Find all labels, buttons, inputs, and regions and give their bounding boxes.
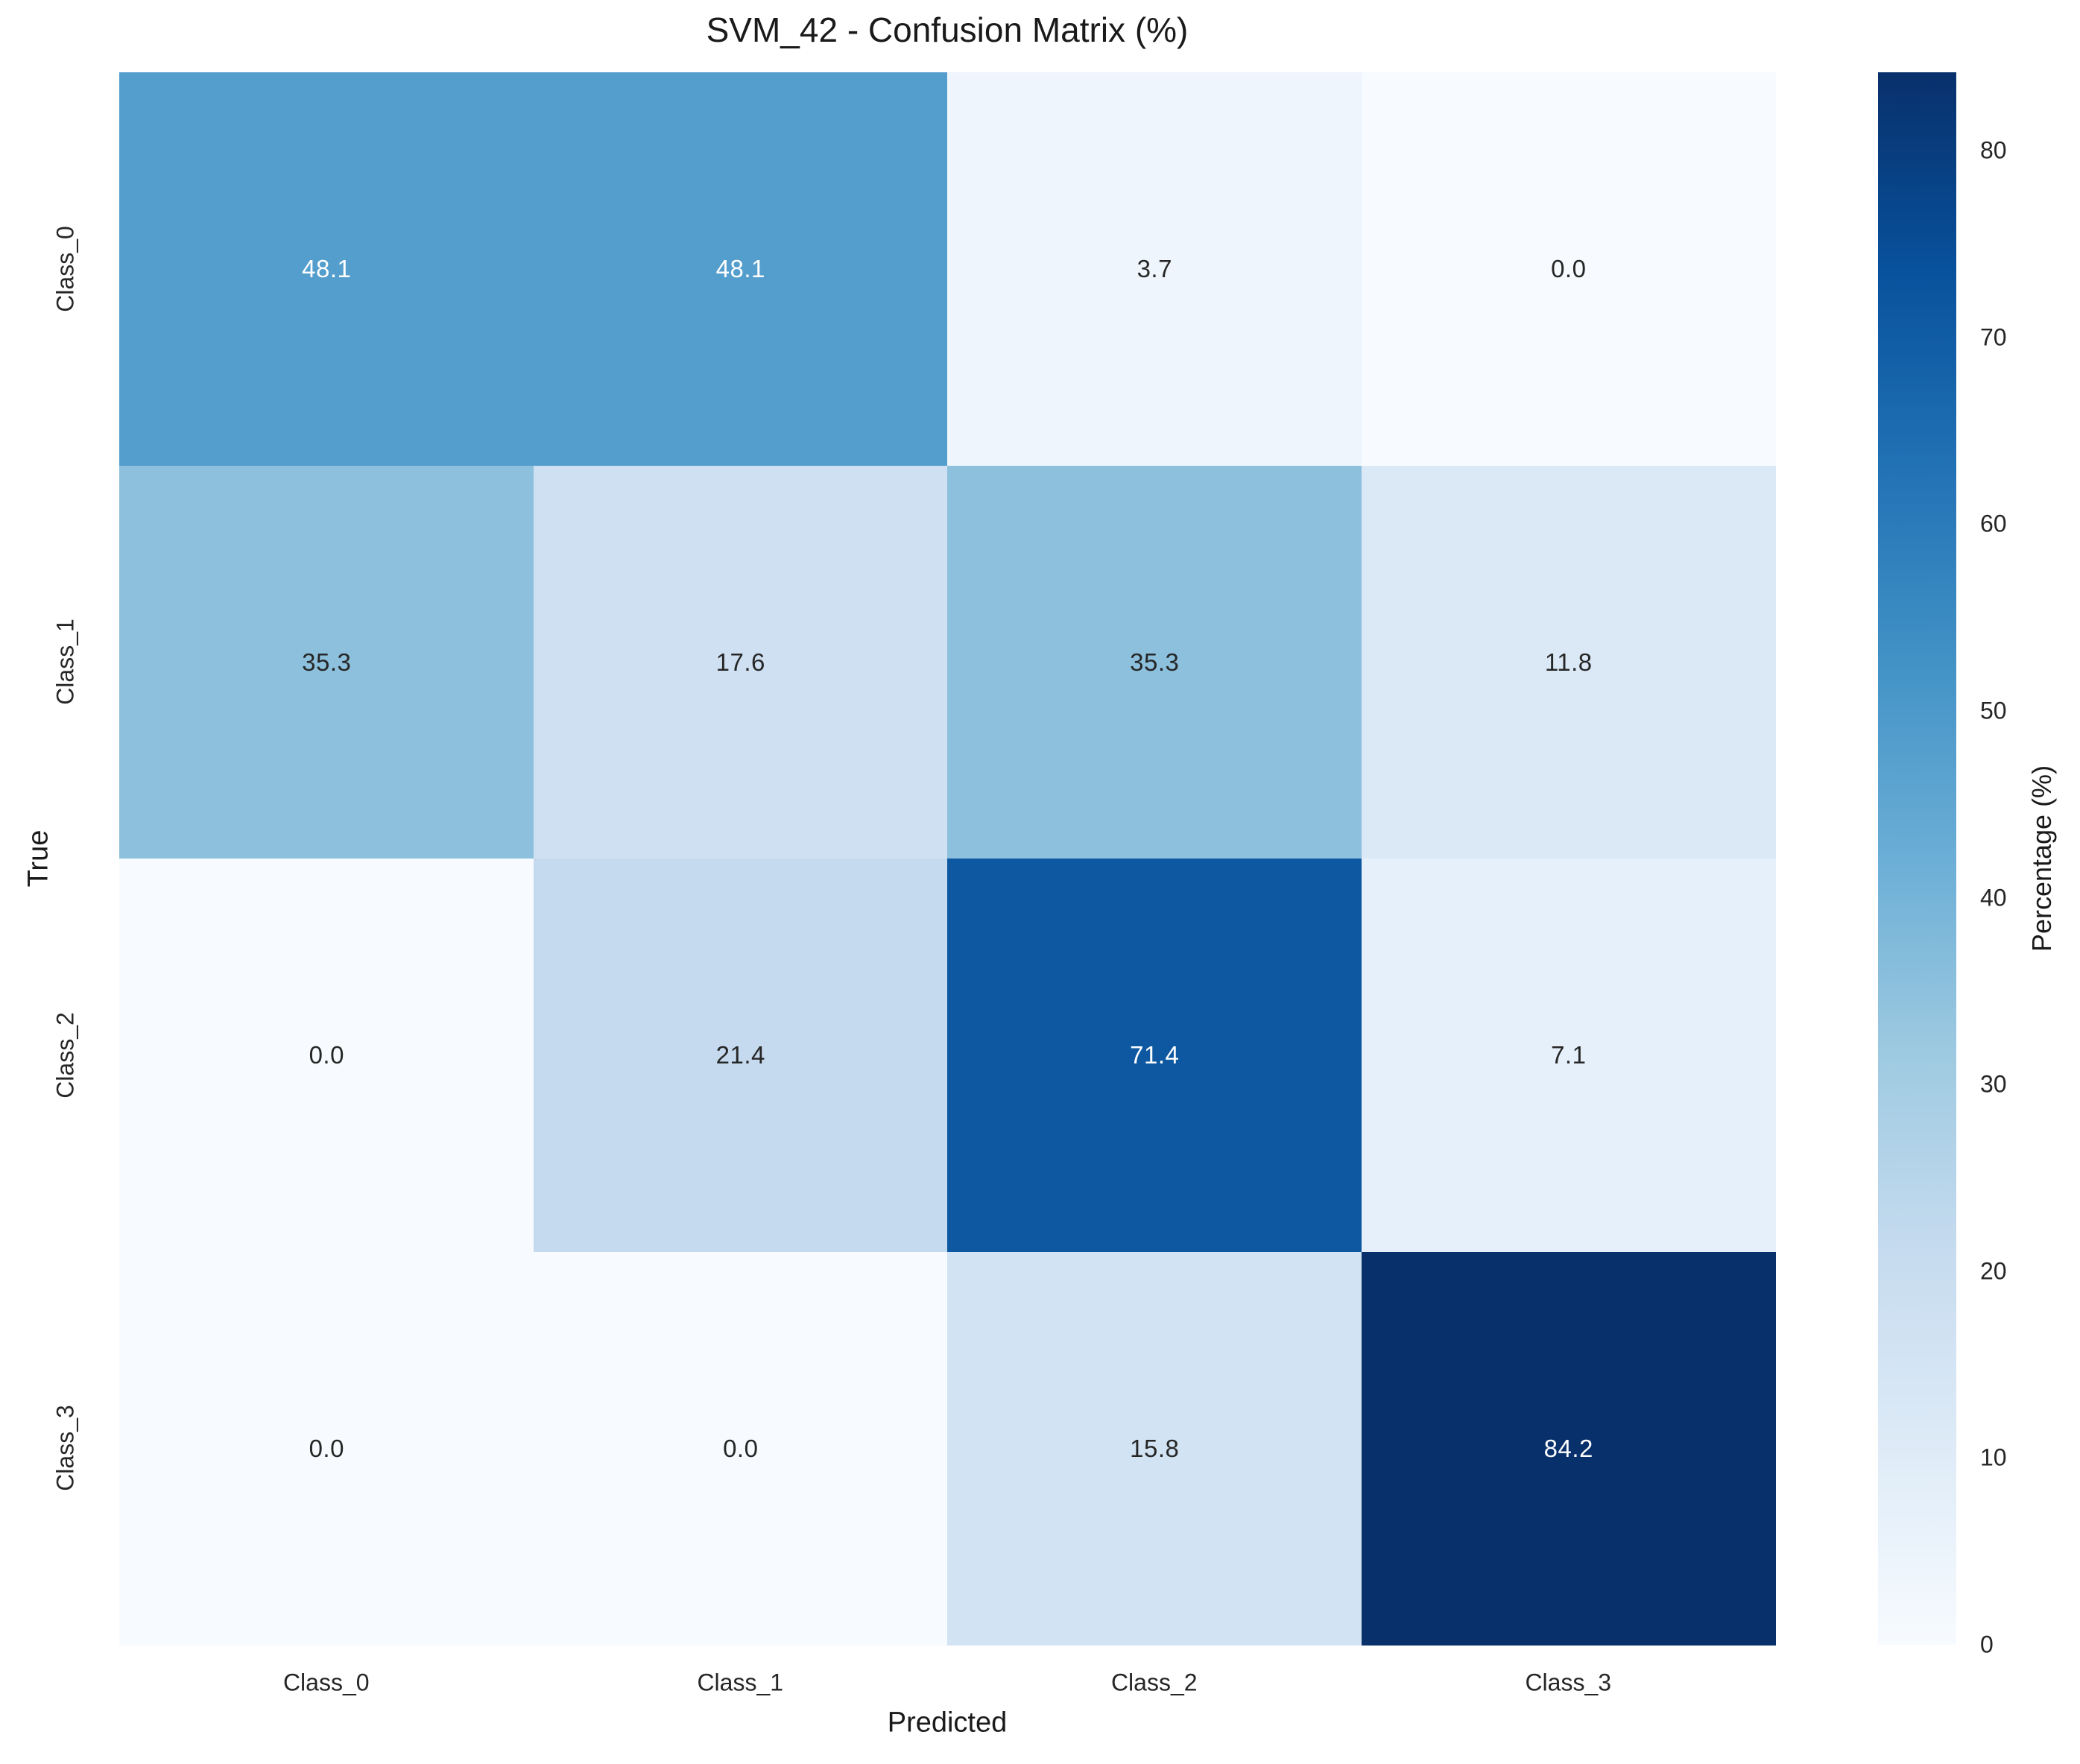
- cell-value: 0.0: [309, 1041, 344, 1069]
- heatmap-cell-3-2: 15.8: [947, 1251, 1362, 1646]
- heatmap-cell-1-1: 17.6: [533, 465, 948, 859]
- colorbar-tick-label-20: 20: [1980, 1257, 2007, 1285]
- colorbar: [1878, 72, 1956, 1645]
- colorbar-tick-label-30: 30: [1980, 1070, 2007, 1098]
- chart-title: SVM_42 - Confusion Matrix (%): [706, 10, 1189, 49]
- y-tick-label-1: Class_1: [51, 619, 79, 706]
- heatmap-cell-0-0: 48.1: [119, 72, 534, 467]
- cell-value: 21.4: [715, 1041, 765, 1069]
- y-tick-label-3: Class_3: [51, 1405, 79, 1492]
- colorbar-tick-label-10: 10: [1980, 1444, 2007, 1471]
- y-axis-label: True: [22, 829, 54, 888]
- cell-value: 84.2: [1543, 1434, 1593, 1462]
- heatmap-cell-2-2: 71.4: [947, 859, 1362, 1253]
- x-tick-label-1: Class_1: [697, 1669, 784, 1696]
- cell-value: 0.0: [309, 1434, 344, 1462]
- cell-value: 0.0: [1551, 255, 1587, 283]
- cell-value: 3.7: [1137, 255, 1172, 283]
- cell-value: 17.6: [715, 648, 765, 676]
- heatmap-cell-1-3: 11.8: [1361, 465, 1776, 859]
- heatmap-cell-2-3: 7.1: [1361, 859, 1776, 1253]
- x-axis-label: Predicted: [887, 1707, 1008, 1739]
- y-tick-label-2: Class_2: [51, 1011, 79, 1098]
- x-tick-label-3: Class_3: [1525, 1669, 1612, 1696]
- cell-value: 0.0: [723, 1434, 759, 1462]
- cell-value: 15.8: [1130, 1434, 1180, 1462]
- cell-value: 71.4: [1130, 1041, 1180, 1069]
- heatmap-cell-3-0: 0.0: [119, 1251, 534, 1646]
- heatmap-cell-3-1: 0.0: [533, 1251, 948, 1646]
- colorbar-tick-label-40: 40: [1980, 884, 2007, 911]
- cell-value: 35.3: [1130, 648, 1180, 676]
- heatmap-grid: 48.1 48.1 3.7 0.0 35.3 17.6 35.3 11.8 0.0 21.4 71.…: [119, 72, 1776, 1646]
- x-tick-label-0: Class_0: [282, 1669, 370, 1696]
- heatmap-cell-2-0: 0.0: [119, 859, 534, 1253]
- cell-value: 11.8: [1544, 648, 1593, 676]
- colorbar-tick-label-80: 80: [1980, 136, 2007, 164]
- colorbar-tick-label-60: 60: [1980, 510, 2007, 537]
- cell-value: 48.1: [302, 255, 352, 283]
- cell-value: 7.1: [1551, 1041, 1587, 1069]
- colorbar-tick-label-0: 0: [1980, 1631, 1994, 1658]
- heatmap-cell-3-3: 84.2: [1361, 1251, 1776, 1646]
- heatmap-cell-0-2: 3.7: [947, 72, 1362, 467]
- cell-value: 48.1: [715, 255, 765, 283]
- cell-value: 35.3: [302, 648, 352, 676]
- heatmap-cell-1-0: 35.3: [119, 465, 534, 859]
- heatmap-cell-1-2: 35.3: [947, 465, 1362, 859]
- heatmap-cell-2-1: 21.4: [533, 859, 948, 1253]
- heatmap-cell-0-3: 0.0: [1361, 72, 1776, 467]
- x-tick-label-2: Class_2: [1110, 1669, 1198, 1696]
- y-tick-label-0: Class_0: [51, 225, 79, 312]
- colorbar-label: Percentage (%): [2026, 765, 2057, 952]
- colorbar-tick-label-50: 50: [1980, 697, 2007, 724]
- heatmap-cell-0-1: 48.1: [533, 72, 948, 467]
- colorbar-tick-label-70: 70: [1980, 323, 2007, 351]
